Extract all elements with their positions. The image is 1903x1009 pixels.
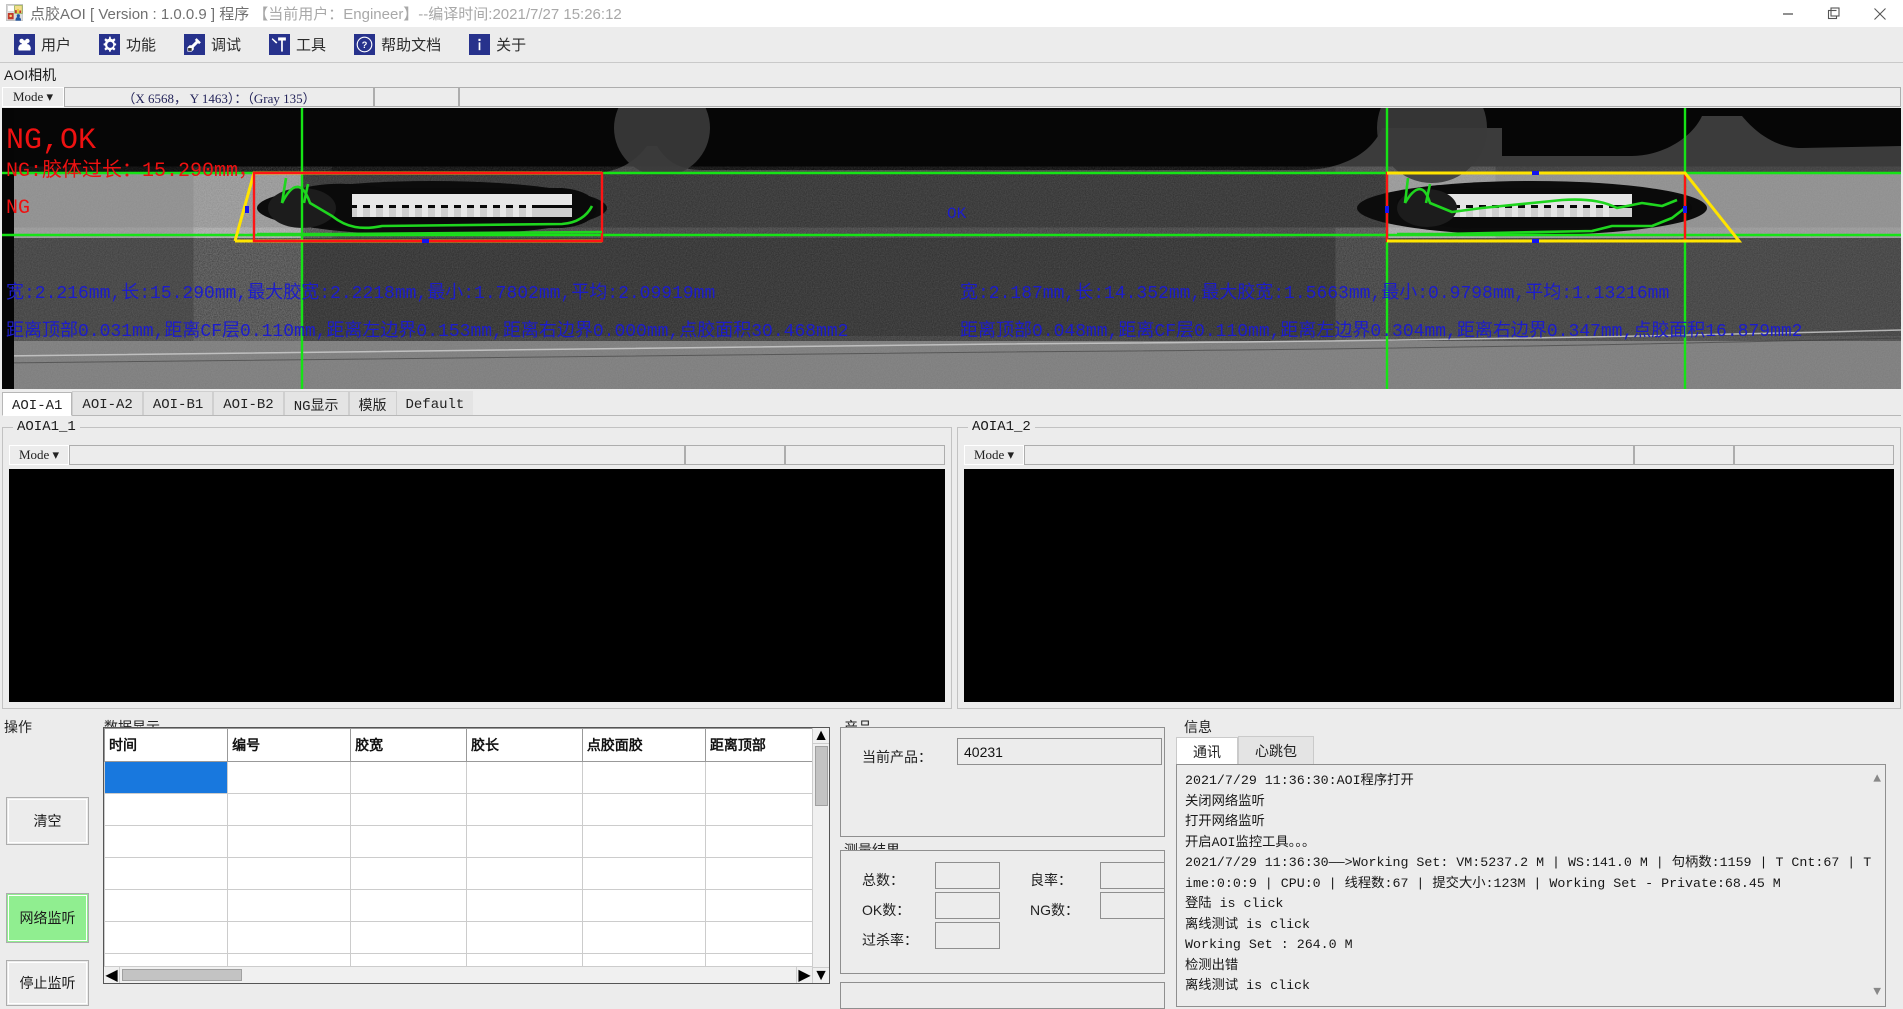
svg-text:宽:2.216mm,长:15.290mm,最大胶宽:2.22: 宽:2.216mm,长:15.290mm,最大胶宽:2.2218mm,最小:1.…: [6, 282, 715, 304]
svg-text:距离顶部0.048mm,距离CF层0.110mm,距离左边界: 距离顶部0.048mm,距离CF层0.110mm,距离左边界0.304mm,距离…: [960, 320, 1802, 342]
svg-text:距离顶部0.031mm,距离CF层0.110mm,距离左边界: 距离顶部0.031mm,距离CF层0.110mm,距离左边界0.153mm,距离…: [6, 320, 848, 342]
svg-text:?: ?: [362, 40, 368, 50]
svg-text:NG: NG: [6, 197, 30, 220]
svg-text:NG,OK: NG,OK: [6, 124, 96, 158]
svg-text:OK: OK: [947, 205, 967, 223]
svg-text:NG:胶体过长：15.290mm，: NG:胶体过长：15.290mm，: [6, 158, 258, 183]
svg-text:宽:2.187mm,长:14.352mm,最大胶宽:1.56: 宽:2.187mm,长:14.352mm,最大胶宽:1.5663mm,最小:0.…: [960, 282, 1669, 304]
